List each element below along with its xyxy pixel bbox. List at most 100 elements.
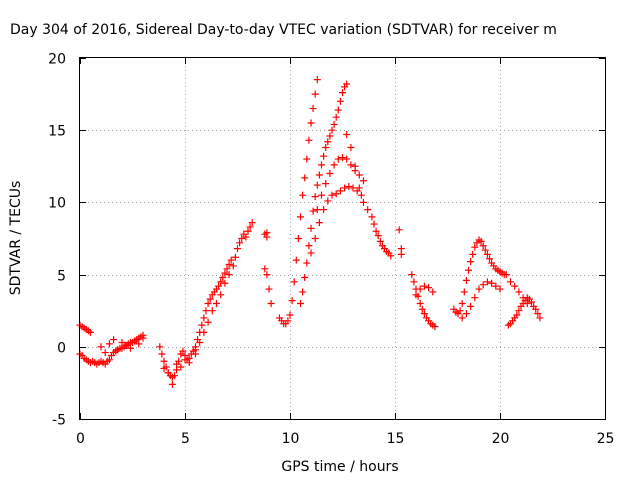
data-point <box>242 233 250 241</box>
data-point <box>236 239 244 247</box>
data-point <box>515 288 523 296</box>
data-point <box>311 193 319 201</box>
data-point <box>496 285 504 293</box>
data-point <box>110 336 118 344</box>
data-point <box>318 191 325 199</box>
grid-lines <box>80 58 605 419</box>
data-point <box>313 206 321 214</box>
data-point <box>479 281 487 289</box>
data-point <box>171 372 178 380</box>
data-point <box>467 302 475 310</box>
data-point <box>536 314 544 322</box>
data-point <box>336 97 344 105</box>
data-point <box>160 364 168 372</box>
data-point <box>200 314 208 322</box>
data-point <box>347 144 355 152</box>
data-point <box>263 271 271 279</box>
data-point <box>231 253 239 261</box>
data-point <box>326 170 334 178</box>
data-point <box>301 273 309 281</box>
data-point <box>483 278 491 286</box>
chart-title: Day 304 of 2016, Sidereal Day-to-day VTE… <box>10 22 557 38</box>
y-tick-label: 5 <box>57 269 66 285</box>
data-point <box>513 311 521 319</box>
data-point <box>515 307 523 315</box>
data-point <box>309 207 317 215</box>
data-point <box>229 262 237 270</box>
data-point <box>181 356 189 364</box>
data-point <box>479 242 487 250</box>
data-point <box>360 198 367 206</box>
y-tick-label: 20 <box>48 52 66 68</box>
data-point <box>343 80 351 88</box>
data-point <box>292 256 300 264</box>
data-point <box>97 343 105 351</box>
data-point <box>301 174 309 182</box>
data-point <box>284 317 292 325</box>
data-point <box>215 282 223 290</box>
data-point <box>326 132 334 140</box>
y-tick-label: 15 <box>48 124 66 140</box>
x-axis-label: GPS time / hours <box>281 459 398 475</box>
data-point <box>238 235 246 242</box>
data-point <box>139 334 147 342</box>
data-point <box>370 220 378 228</box>
data-point <box>206 295 214 303</box>
data-point <box>322 144 330 152</box>
data-point <box>410 278 418 286</box>
data-point <box>418 305 426 313</box>
data-point <box>200 328 208 336</box>
data-point <box>223 265 231 273</box>
x-tick-label: 25 <box>597 431 615 447</box>
data-point <box>185 359 193 367</box>
data-point <box>429 288 437 296</box>
data-point <box>213 299 220 307</box>
data-point <box>225 260 233 268</box>
data-point <box>477 237 485 245</box>
data-point <box>374 232 382 240</box>
data-point <box>309 105 317 113</box>
data-point <box>334 106 342 114</box>
data-point <box>303 259 311 267</box>
data-point <box>416 299 424 307</box>
data-point <box>397 250 405 258</box>
data-point <box>534 310 542 318</box>
data-point <box>416 285 424 293</box>
plot-frame <box>79 57 606 420</box>
data-point <box>347 161 355 169</box>
data-point <box>471 294 479 302</box>
data-point <box>523 299 531 307</box>
data-point <box>131 337 139 345</box>
data-point <box>101 349 109 357</box>
data-point <box>408 271 416 279</box>
data-point <box>511 282 519 290</box>
data-point <box>105 340 113 348</box>
data-point <box>320 152 328 160</box>
data-point <box>299 288 307 296</box>
data-point <box>336 187 344 195</box>
data-point <box>263 229 271 237</box>
data-point <box>343 155 351 163</box>
data-point <box>467 258 475 266</box>
data-point <box>168 380 176 388</box>
data-point <box>318 161 325 169</box>
data-point <box>288 297 296 305</box>
data-point <box>297 213 304 221</box>
data-point <box>114 346 122 354</box>
data-point <box>164 369 172 377</box>
data-point <box>458 299 466 307</box>
data-point <box>320 206 328 214</box>
y-tick-label: -5 <box>52 413 66 429</box>
data-point <box>204 299 212 307</box>
data-point <box>322 180 330 188</box>
data-point <box>488 279 496 287</box>
data-point <box>475 285 483 293</box>
data-point <box>261 265 269 273</box>
data-point <box>465 266 472 274</box>
data-point <box>307 119 315 127</box>
data-point <box>297 299 304 307</box>
data-point <box>221 279 229 287</box>
data-point <box>532 305 540 313</box>
data-point <box>486 255 493 263</box>
data-point <box>360 177 367 185</box>
